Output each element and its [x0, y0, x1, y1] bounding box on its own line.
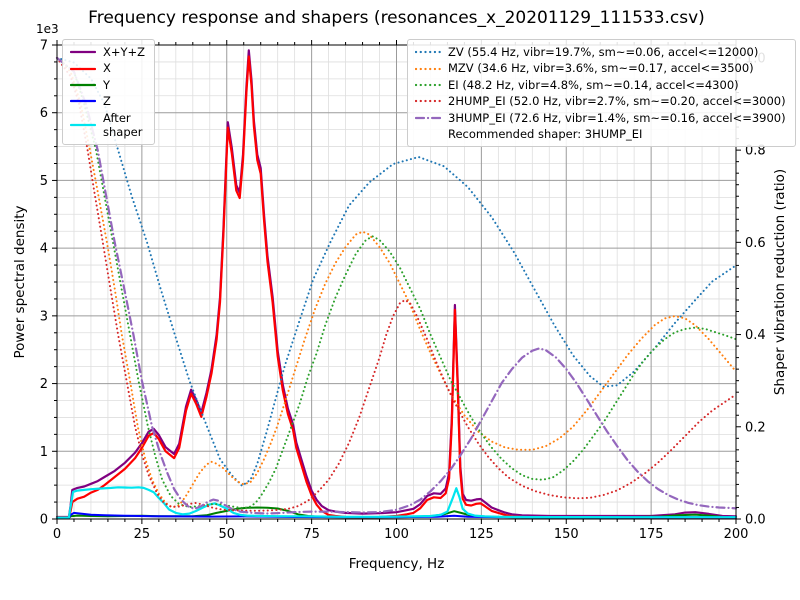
tick-label: 200: [724, 527, 749, 542]
tick-label: 1: [40, 445, 48, 460]
legend-footer: Recommended shaper: 3HUMP_EI: [415, 127, 786, 141]
legend-entry: EI (48.2 Hz, vibr=4.8%, sm~=0.14, accel<…: [415, 78, 786, 92]
x-axis-label: Frequency, Hz: [348, 556, 445, 572]
legend-entry: 2HUMP_EI (52.0 Hz, vibr=2.7%, sm~=0.20, …: [415, 94, 786, 108]
series-zv: [56, 56, 737, 487]
legend-line-swatch: [415, 83, 441, 87]
legend-entry-label: MZV (34.6 Hz, vibr=3.6%, sm~=0.17, accel…: [448, 61, 754, 76]
tick-label: 0.6: [745, 236, 766, 251]
y-axis-right-label: Shaper vibration reduction (ratio): [772, 168, 788, 396]
tick-label: 5: [40, 174, 48, 189]
legend-line-swatch: [70, 83, 96, 87]
legend-line-swatch: [415, 67, 441, 70]
legend-line-swatch: [70, 123, 96, 126]
legend-line-swatch: [70, 51, 96, 54]
legend-entry-label: Y: [103, 77, 111, 92]
legend-entry-label: 2HUMP_EI (52.0 Hz, vibr=2.7%, sm~=0.20, …: [448, 94, 786, 109]
y-axis-offset-label: 1e3: [36, 22, 59, 36]
legend-entry-label: After shaper: [103, 110, 143, 139]
legend-line-swatch: [70, 100, 96, 103]
tick-label: 3: [40, 309, 48, 324]
tick-label: 175: [639, 527, 664, 542]
legend-entry: Y: [70, 78, 145, 92]
tick-label: 0.8: [745, 144, 766, 159]
tick-label: 75: [303, 527, 320, 542]
legend-entry-label: X+Y+Z: [103, 45, 146, 59]
legend-entry-label: 3HUMP_EI (72.6 Hz, vibr=1.4%, sm~=0.16, …: [448, 110, 786, 125]
tick-label: 4: [40, 242, 48, 257]
tick-label: 150: [554, 527, 579, 542]
legend-psd: X+Y+Z X Y Z After shaper: [62, 39, 156, 146]
tick-label: 0.4: [745, 328, 766, 343]
series-3hump_ei: [55, 56, 738, 515]
legend-line-swatch: [70, 67, 96, 70]
legend-line-swatch: [415, 51, 441, 54]
legend-entry-label: EI (48.2 Hz, vibr=4.8%, sm~=0.14, accel<…: [448, 77, 739, 92]
tick-label: 0: [53, 527, 61, 542]
legend-entry-label: Z: [103, 94, 111, 109]
tick-label: 0: [40, 513, 48, 528]
tick-label: 0.2: [745, 420, 766, 435]
series-mzv: [56, 56, 737, 509]
legend-line-swatch: [415, 116, 441, 119]
series-2hump_ei: [56, 56, 737, 512]
legend-line-swatch: [415, 100, 441, 103]
legend-entry: Z: [70, 94, 145, 108]
tick-label: 0.0: [745, 513, 766, 528]
chart-title: Frequency response and shapers (resonanc…: [88, 8, 705, 28]
legend-entry: 3HUMP_EI (72.6 Hz, vibr=1.4%, sm~=0.16, …: [415, 111, 786, 125]
tick-label: 100: [384, 527, 409, 542]
tick-label: 25: [134, 527, 151, 542]
series-x+y+z: [55, 49, 738, 519]
legend-entry: X+Y+Z: [70, 45, 145, 59]
series-after-shaper: [55, 486, 738, 519]
series-ei: [56, 56, 737, 509]
tick-label: 7: [40, 39, 48, 54]
tick-label: 6: [40, 106, 48, 121]
legend-entry-label: X: [103, 61, 111, 76]
legend-entry: After shaper: [70, 111, 145, 140]
legend-entry: ZV (55.4 Hz, vibr=19.7%, sm~=0.06, accel…: [415, 45, 786, 59]
recommended-shaper-text: Recommended shaper: 3HUMP_EI: [448, 126, 643, 141]
y-axis-left-label: Power spectral density: [12, 205, 28, 359]
tick-label: 50: [218, 527, 235, 542]
legend-shapers: ZV (55.4 Hz, vibr=19.7%, sm~=0.06, accel…: [407, 39, 796, 148]
tick-label: 2: [40, 377, 48, 392]
tick-label: 125: [469, 527, 494, 542]
legend-entry-label: ZV (55.4 Hz, vibr=19.7%, sm~=0.06, accel…: [448, 45, 759, 59]
legend-entry: MZV (34.6 Hz, vibr=3.6%, sm~=0.17, accel…: [415, 61, 786, 75]
legend-entry: X: [70, 61, 145, 75]
